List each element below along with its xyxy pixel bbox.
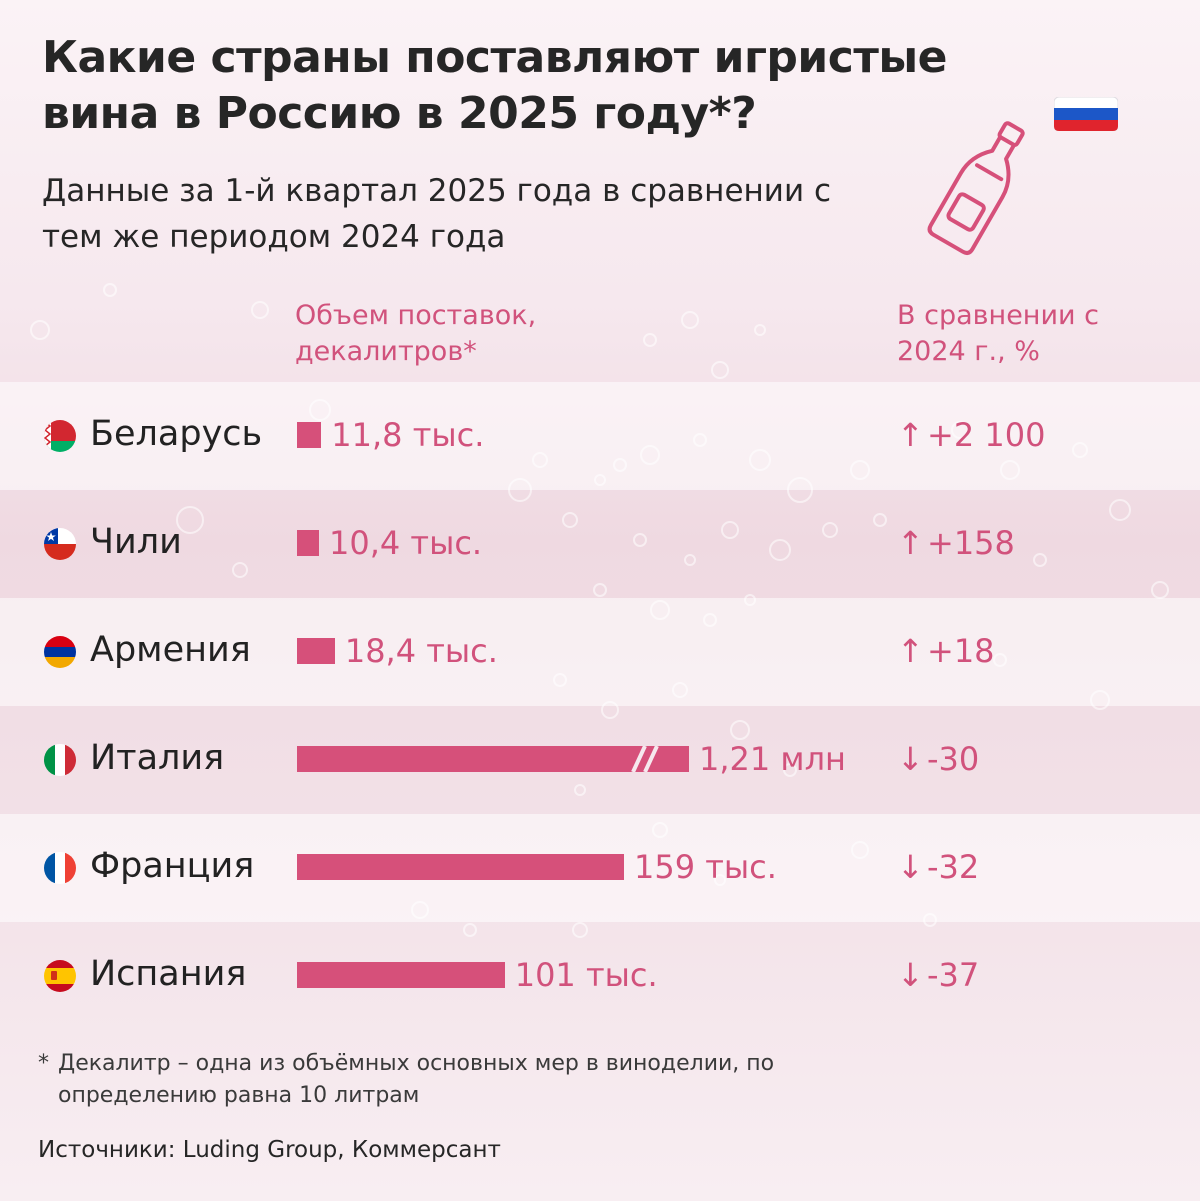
value-label-chile: 10,4 тыс. <box>329 524 483 562</box>
change-spain: ↓-37 <box>897 954 979 996</box>
country-label: Франция <box>90 846 255 886</box>
belarus-flag-icon <box>44 420 76 452</box>
bar-france <box>297 854 624 880</box>
arrow-down-icon: ↓ <box>897 956 924 994</box>
change-value: +158 <box>927 524 1015 562</box>
value-label-armenia: 18,4 тыс. <box>344 632 498 670</box>
change-france: ↓-32 <box>897 846 979 888</box>
arrow-down-icon: ↓ <box>897 848 924 886</box>
champagne-bottle-icon <box>927 121 1025 255</box>
value-label-italy: 1,21 млн <box>699 740 846 778</box>
change-value: +2 100 <box>927 416 1046 454</box>
change-chile: ↑+158 <box>897 522 1015 564</box>
footnote: * Декалитр – одна из объёмных основных м… <box>38 1048 938 1112</box>
country-label: Армения <box>90 630 251 670</box>
france-flag-icon <box>44 852 76 884</box>
change-value: +18 <box>927 632 995 670</box>
value-label-france: 159 тыс. <box>634 848 777 886</box>
arrow-up-icon: ↑ <box>897 632 924 670</box>
table-row: Франция 159 тыс. ↓-32 <box>0 814 1200 922</box>
bar-belarus <box>297 422 322 448</box>
italy-flag-icon <box>44 744 76 776</box>
table-row: Беларусь 11,8 тыс. ↑+2 100 <box>0 382 1200 490</box>
bar-italy <box>297 746 689 772</box>
arrow-up-icon: ↑ <box>897 416 924 454</box>
armenia-flag-icon <box>44 636 76 668</box>
spain-flag-icon <box>44 960 76 992</box>
arrow-down-icon: ↓ <box>897 740 924 778</box>
value-label-spain: 101 тыс. <box>514 956 658 994</box>
table-row: Чили 10,4 тыс. ↑+158 <box>0 490 1200 598</box>
value-label-belarus: 11,8 тыс. <box>331 416 485 454</box>
change-value: -30 <box>927 740 980 778</box>
change-belarus: ↑+2 100 <box>897 414 1045 456</box>
table-row: Испания 101 тыс. ↓-37 <box>0 922 1200 1030</box>
bar-armenia <box>297 638 335 664</box>
source-text: Источники: Luding Group, Коммерсант <box>38 1137 501 1163</box>
country-label: Испания <box>90 954 247 994</box>
country-label: Чили <box>90 522 182 562</box>
volume-column-header: Объем поставок, декалитров* <box>295 300 537 367</box>
change-value: -37 <box>927 956 980 994</box>
table-row: Италия 1,21 млн ↓-30 <box>0 706 1200 814</box>
compare-column-header: В сравнении с 2024 г., % <box>897 300 1099 367</box>
arrow-up-icon: ↑ <box>897 524 924 562</box>
axis-break-icon <box>631 746 659 772</box>
page-subtitle: Данные за 1-й квартал 2025 года в сравне… <box>42 173 831 255</box>
bar-spain <box>297 962 505 988</box>
russia-flag-icon <box>1054 97 1118 131</box>
bar-chile <box>297 530 319 556</box>
table-row: Армения 18,4 тыс. ↑+18 <box>0 598 1200 706</box>
change-armenia: ↑+18 <box>897 630 995 672</box>
country-label: Беларусь <box>90 414 263 454</box>
footnote-text: Декалитр – одна из объёмных основных мер… <box>58 1051 775 1108</box>
chile-flag-icon <box>44 528 76 560</box>
page-title: Какие страны поставляют игристые вина в … <box>42 32 947 139</box>
country-label: Италия <box>90 738 225 778</box>
change-italy: ↓-30 <box>897 738 979 780</box>
footnote-star: * <box>38 1051 49 1076</box>
change-value: -32 <box>927 848 980 886</box>
